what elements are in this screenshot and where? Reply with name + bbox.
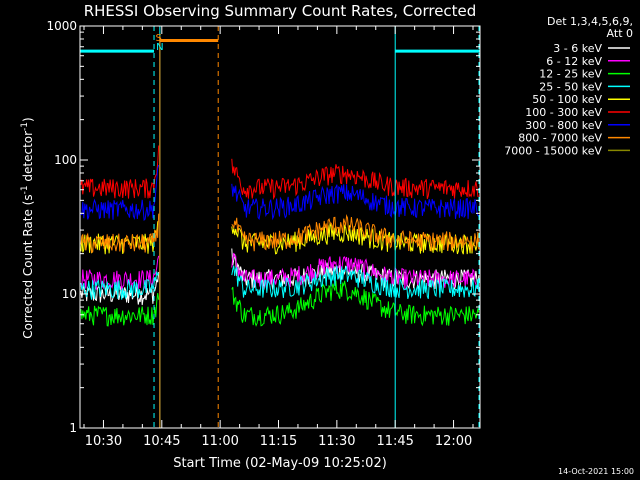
legend-label: 25 - 50 keV — [539, 80, 602, 93]
legend-label: 100 - 300 keV — [525, 106, 602, 119]
legend-label: 300 - 800 keV — [525, 119, 602, 132]
y-axis-label-text: Corrected Count Rate (s-1 detector-1) — [20, 117, 35, 338]
legend-label: 12 - 25 keV — [539, 68, 602, 81]
series-line-6 — [80, 164, 480, 222]
series-line-3 — [80, 265, 480, 300]
markers-layer: SN — [80, 26, 480, 428]
legend-label: 7000 - 15000 keV — [504, 144, 602, 157]
x-axis-label: Start Time (02-May-09 10:25:02) — [173, 456, 387, 471]
legend-label: 6 - 12 keV — [546, 55, 602, 68]
legend-label: 3 - 6 keV — [553, 42, 602, 55]
legend-label: 50 - 100 keV — [532, 93, 602, 106]
x-tick-label: 10:45 — [143, 434, 180, 449]
series-line-7 — [80, 213, 480, 253]
y-tick-label: 10 — [62, 287, 77, 301]
legend-label: 800 - 7000 keV — [518, 132, 602, 145]
plot-frame — [79, 25, 481, 429]
footer-date: 14-Oct-2021 15:00 — [558, 467, 634, 476]
y-tick-label: 100 — [54, 153, 77, 167]
axes-layer: 1 10 100 1000 10:30 10:45 11:00 11:15 11:30 11:45… — [46, 19, 481, 449]
x-tick-label: 10:30 — [85, 434, 122, 449]
y-tick-label: 1000 — [46, 19, 77, 33]
series-line-2 — [80, 280, 480, 327]
flag-n: N — [156, 42, 163, 53]
legend-header-attenuator: Att 0 — [607, 27, 633, 40]
series-layer — [80, 145, 480, 327]
x-tick-label: 11:45 — [376, 434, 413, 449]
legend-header-detectors: Det 1,3,4,5,6,9, — [547, 15, 633, 28]
series-line-5 — [80, 145, 479, 200]
y-axis-label: Corrected Count Rate (s-1 detector-1) — [20, 117, 35, 338]
flag-s: S — [156, 33, 162, 44]
x-tick-label: 11:15 — [260, 434, 297, 449]
y-tick-label: 1 — [69, 421, 77, 435]
chart-title: RHESSI Observing Summary Count Rates, Co… — [84, 2, 477, 20]
x-tick-label: 11:30 — [318, 434, 355, 449]
x-tick-label: 11:00 — [201, 434, 238, 449]
x-tick-label: 12:00 — [435, 434, 472, 449]
